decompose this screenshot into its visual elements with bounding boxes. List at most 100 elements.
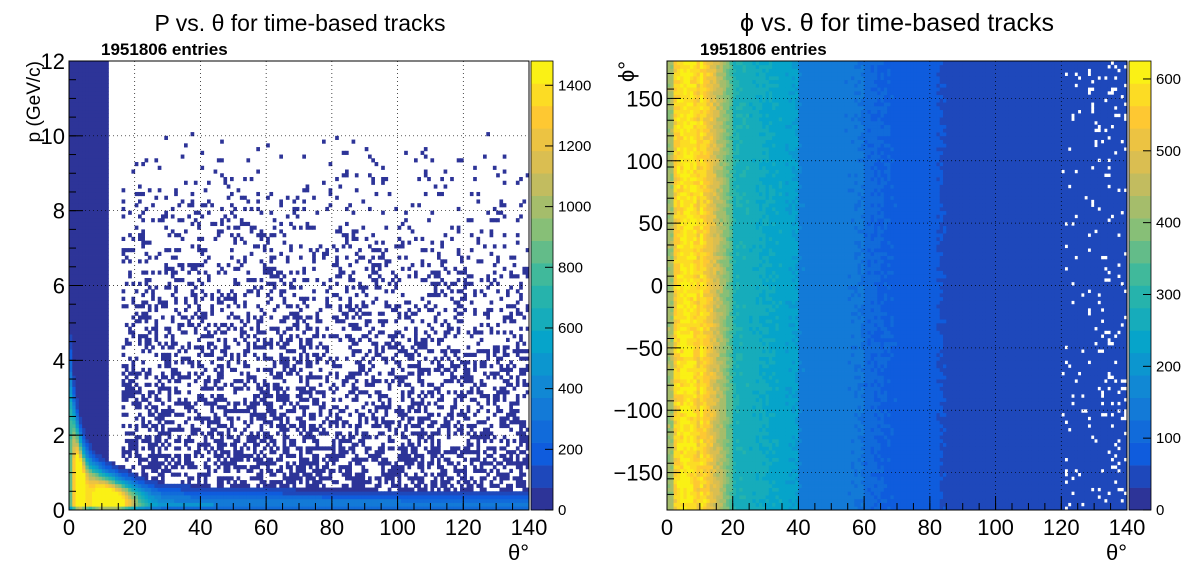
heatmap-cell — [269, 371, 274, 376]
heatmap-cell — [105, 304, 109, 309]
heatmap-cell — [230, 191, 234, 197]
heatmap-cell — [92, 150, 96, 155]
heatmap-cell — [407, 225, 412, 230]
heatmap-cell — [463, 480, 467, 485]
heatmap-cell — [456, 394, 461, 399]
heatmap-cell — [154, 427, 159, 432]
heatmap-cell — [101, 502, 106, 507]
heatmap-cell — [85, 352, 90, 357]
heatmap-cell — [118, 502, 122, 507]
heatmap-cell — [230, 248, 234, 253]
heatmap-cell — [233, 292, 237, 298]
heatmap-cell — [85, 311, 90, 316]
heatmap-cell — [154, 375, 159, 380]
heatmap-cell — [391, 367, 395, 372]
heatmap-cell — [233, 206, 237, 212]
heatmap-cell — [220, 502, 224, 507]
heatmap-cell — [88, 124, 93, 129]
heatmap-cell — [216, 337, 221, 343]
heatmap-cell — [92, 105, 96, 111]
heatmap-cell — [69, 408, 73, 414]
heatmap-cell — [239, 218, 244, 223]
heatmap-cell — [85, 98, 90, 103]
heatmap-cell — [141, 487, 145, 492]
heatmap-cell — [85, 214, 90, 219]
heatmap-cell — [95, 266, 99, 271]
heatmap-cell — [259, 386, 264, 391]
heatmap-cell — [184, 495, 188, 500]
heatmap-cell — [207, 491, 211, 496]
heatmap-cell — [335, 423, 339, 429]
heatmap-cell — [197, 495, 201, 500]
heatmap-cell — [322, 483, 326, 488]
heatmap-cell — [259, 468, 264, 473]
heatmap-cell — [98, 143, 103, 148]
heatmap-cell — [98, 218, 103, 223]
heatmap-cell — [223, 270, 228, 275]
heatmap-cell — [243, 382, 247, 387]
heatmap-cell — [75, 506, 80, 511]
heatmap-cell — [351, 236, 356, 241]
heatmap-cell — [384, 480, 389, 485]
heatmap-cell — [69, 173, 73, 178]
heatmap-cell — [95, 461, 99, 466]
heatmap-cell — [463, 457, 467, 462]
heatmap-cell — [358, 248, 362, 253]
heatmap-cell — [193, 431, 198, 436]
heatmap-cell — [134, 498, 139, 503]
heatmap-cell — [325, 289, 329, 294]
heatmap-cell — [177, 326, 182, 331]
heatmap-cell — [226, 495, 231, 500]
heatmap-cell — [262, 446, 267, 451]
heatmap-cell — [144, 326, 149, 331]
heatmap-cell — [95, 322, 99, 328]
heatmap-cell — [105, 420, 109, 425]
heatmap-cell — [88, 169, 93, 174]
heatmap-cell — [180, 412, 185, 417]
heatmap-cell — [312, 498, 316, 503]
heatmap-cell — [144, 270, 149, 275]
heatmap-cell — [95, 195, 99, 200]
heatmap-cell — [187, 322, 191, 328]
heatmap-cell — [92, 259, 96, 264]
heatmap-cell — [207, 487, 211, 492]
heatmap-cell — [351, 390, 356, 395]
heatmap-cell — [75, 244, 80, 249]
heatmap-cell — [266, 431, 270, 436]
heatmap-cell — [299, 386, 303, 391]
heatmap-cell — [85, 94, 90, 99]
heatmap-cell — [111, 498, 116, 503]
heatmap-cell — [210, 446, 214, 451]
heatmap-cell — [147, 465, 152, 470]
heatmap-cell — [371, 255, 375, 260]
heatmap-cell — [466, 483, 471, 488]
heatmap-cell — [302, 461, 306, 466]
heatmap-cell — [423, 154, 428, 159]
heatmap-cell — [98, 263, 103, 268]
heatmap-cell — [72, 397, 76, 402]
heatmap-cell — [95, 442, 99, 447]
heatmap-cell — [414, 483, 418, 488]
heatmap-cell — [131, 330, 136, 335]
heatmap-cell — [190, 438, 195, 444]
heatmap-cell — [325, 487, 329, 492]
heatmap-cell — [105, 330, 109, 335]
heatmap-cell — [453, 491, 458, 496]
heatmap-cell — [377, 352, 382, 357]
heatmap-cell — [92, 352, 96, 357]
heatmap-cell — [164, 266, 168, 271]
heatmap-cell — [200, 150, 205, 155]
heatmap-cell — [85, 165, 90, 170]
heatmap-cell — [88, 352, 93, 357]
heatmap-cell — [69, 491, 73, 496]
heatmap-cell — [289, 371, 293, 376]
heatmap-cell — [98, 442, 103, 447]
heatmap-cell — [410, 229, 415, 234]
heatmap-cell — [88, 229, 93, 234]
heatmap-cell — [272, 495, 277, 500]
heatmap-cell — [374, 352, 379, 357]
heatmap-cell — [387, 397, 392, 402]
heatmap-cell — [400, 266, 405, 271]
heatmap-cell — [279, 412, 283, 417]
heatmap-cell — [230, 352, 234, 357]
